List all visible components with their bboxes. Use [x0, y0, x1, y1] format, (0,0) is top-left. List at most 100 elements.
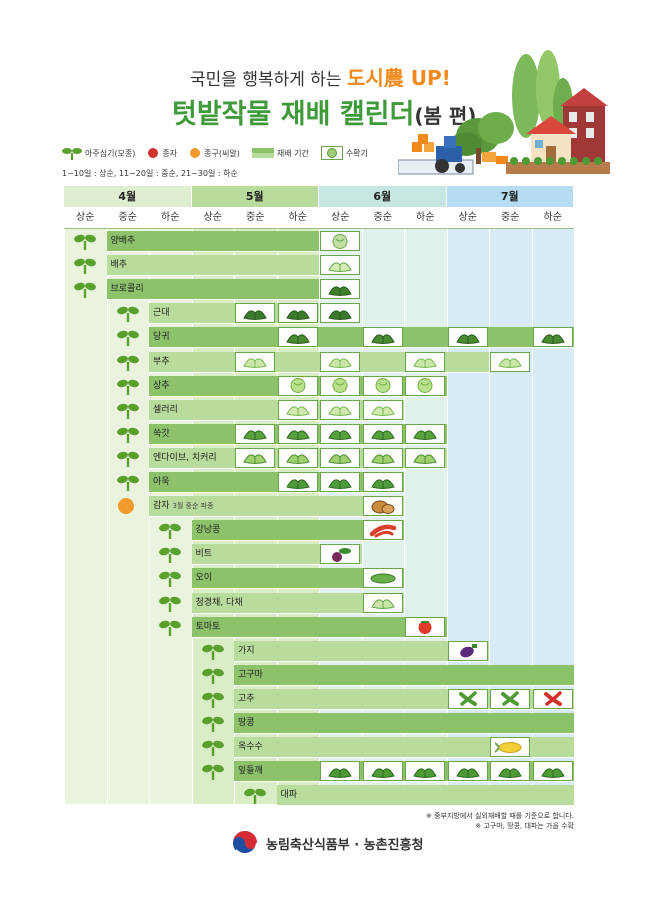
tractor-icon — [436, 146, 462, 162]
harvest-cell — [320, 351, 360, 372]
chive-icon — [243, 358, 267, 368]
harvest-cell — [362, 568, 403, 589]
crop-row: 쑥갓 — [0, 422, 650, 446]
column-divider — [574, 229, 575, 804]
celery-icon — [370, 406, 395, 417]
crop-row: 가지 — [0, 639, 650, 663]
planting-seedling-marker — [201, 738, 224, 760]
harvest-cell — [447, 688, 488, 709]
crop-name: 고구마 — [238, 665, 263, 685]
harvest-cell — [405, 761, 445, 782]
crop-name-text: 가지 — [238, 645, 255, 656]
crop-name: 브로콜리 — [111, 279, 144, 299]
crop-name: 엔다이브, 치커리 — [153, 448, 217, 468]
angelica-icon — [540, 334, 565, 344]
crop-name: 강낭콩 — [196, 520, 221, 540]
crop-name: 옥수수 — [238, 737, 263, 757]
crown-daisy-icon — [328, 430, 352, 441]
harvest-cell — [277, 399, 318, 420]
endive-icon — [370, 454, 395, 465]
harvest-cell — [320, 231, 360, 251]
legend-tuber-label: 종구(씨알) — [204, 148, 240, 158]
ministry-logo: 농림축산식품부 · 농촌진흥청 — [232, 830, 424, 856]
planting-seedling-marker — [201, 690, 224, 712]
angelica-icon — [285, 334, 310, 344]
crop-name-text: 감자 — [153, 501, 170, 512]
crop-name-text: 셀러리 — [153, 404, 178, 415]
harvest-cell — [490, 688, 530, 709]
harvest-cell — [532, 327, 573, 348]
planting-tuber-marker — [117, 497, 135, 519]
tomato-icon — [418, 621, 432, 635]
seedling-icon — [116, 331, 139, 347]
chard-icon — [243, 310, 267, 320]
crop-name: 비트 — [196, 544, 213, 564]
month-header-5: 5월 — [191, 186, 318, 207]
harvest-cell — [277, 327, 318, 348]
seedling-icon — [159, 523, 182, 540]
growing-bar — [149, 327, 574, 349]
subtitle-text: 국민을 행복하게 하는 — [190, 70, 347, 90]
potato-icon — [371, 500, 394, 514]
crop-name-text: 엔다이브, 치커리 — [153, 452, 217, 463]
crop-name-text: 아욱 — [153, 477, 170, 487]
crop-name: 상추 — [153, 376, 170, 396]
harvest-cell — [490, 761, 530, 782]
cucumber-icon — [370, 573, 395, 584]
crop-name-text: 잎들깨 — [238, 766, 263, 777]
harvest-cell — [362, 520, 403, 541]
harvest-cell — [320, 761, 360, 782]
legend-tuber: 종구(씨알) — [189, 147, 240, 159]
harvest-cell — [277, 375, 318, 396]
growing-bar — [234, 737, 574, 759]
crop-row: 오이 — [0, 566, 650, 590]
mallow-icon — [370, 478, 395, 489]
crop-name-text: 배추 — [110, 260, 128, 271]
crop-name: 오이 — [196, 568, 213, 588]
planting-seedling-marker — [244, 786, 267, 808]
period-header: 중순 — [373, 212, 392, 223]
crop-name: 땅콩 — [238, 713, 255, 733]
crop-row: 비트 — [0, 542, 650, 566]
period-header: 상순 — [331, 212, 350, 223]
harvest-cell — [320, 255, 360, 276]
seedling-icon — [159, 620, 182, 636]
chive-icon — [498, 358, 522, 368]
planting-seedling-marker — [201, 714, 224, 736]
crop-row: 부추 — [0, 350, 650, 374]
crop-name: 배추 — [111, 255, 128, 275]
celery-icon — [328, 406, 352, 417]
tuber-icon — [190, 148, 201, 158]
header-divider — [64, 228, 574, 229]
legend-seedling: 아주심기(모종) — [62, 146, 135, 160]
crop-name-text: 청경채, 다채 — [195, 597, 243, 608]
legend: 아주심기(모종) 종자 종구(씨알) 재배 기간 수확기 — [62, 146, 376, 160]
crop-row: 근대 — [0, 301, 650, 325]
subtitle-highlight: 도시農 UP! — [346, 66, 451, 90]
napa-cabbage-icon — [328, 261, 352, 272]
seedling-icon — [201, 764, 224, 781]
growing-bar — [149, 303, 319, 325]
crown-daisy-icon — [285, 430, 310, 441]
growing-bar — [149, 496, 404, 518]
planting-seedling-marker — [116, 304, 139, 326]
harvest-cell — [235, 303, 275, 324]
seedling-icon — [62, 148, 82, 160]
legend-harvest-label: 수확기 — [345, 148, 368, 158]
growing-bar — [234, 664, 574, 686]
seedling-icon — [116, 355, 139, 371]
crop-name: 부추 — [153, 352, 170, 372]
harvest-cell — [490, 737, 530, 758]
crop-name: 쑥갓 — [153, 424, 170, 444]
crop-name-text: 고구마 — [238, 669, 263, 680]
planting-seedling-marker — [74, 232, 97, 254]
crop-name-text: 오이 — [195, 573, 213, 584]
corn-icon — [495, 741, 522, 753]
period-header: 중순 — [501, 212, 520, 223]
growing-bar — [106, 231, 319, 252]
celery-icon — [285, 406, 310, 417]
harvest-cell — [277, 303, 318, 324]
mallow-icon — [285, 478, 310, 489]
harvest-cell — [532, 688, 573, 709]
